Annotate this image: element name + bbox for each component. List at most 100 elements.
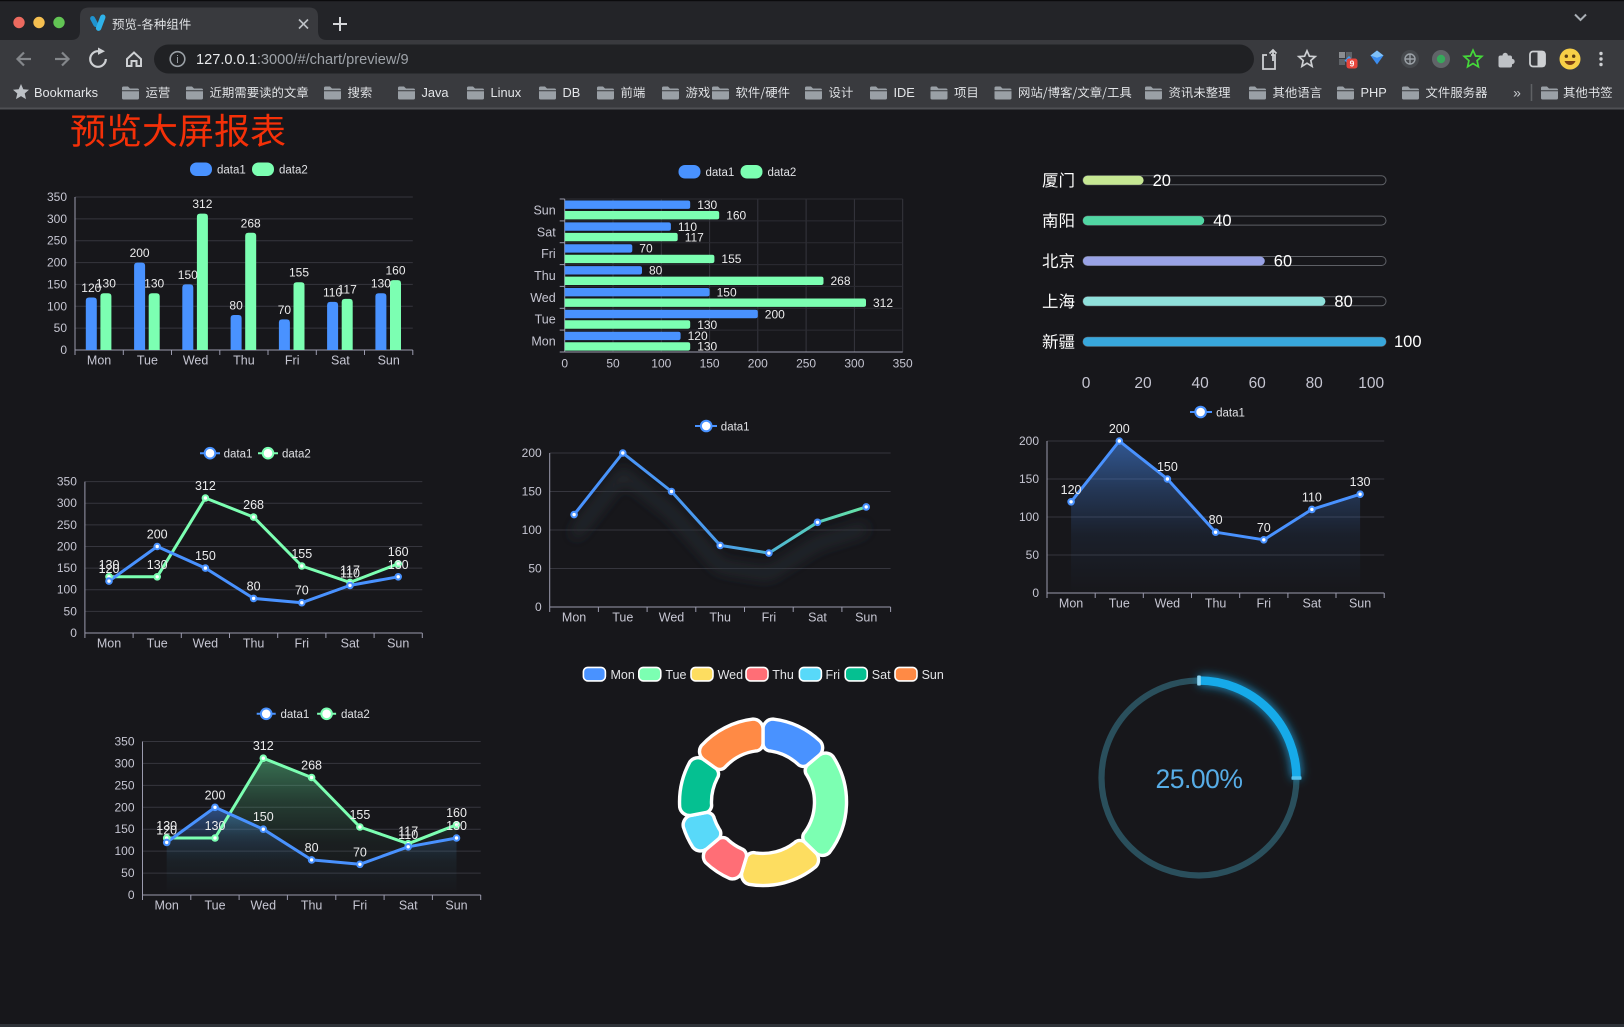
svg-text:155: 155 xyxy=(721,252,741,266)
svg-text:80: 80 xyxy=(305,841,319,855)
svg-text:312: 312 xyxy=(873,296,893,310)
svg-text:150: 150 xyxy=(717,286,737,300)
svg-text:70: 70 xyxy=(1257,521,1271,535)
svg-text:0: 0 xyxy=(60,343,67,357)
svg-text:117: 117 xyxy=(338,282,357,296)
svg-text:Fri: Fri xyxy=(285,354,300,368)
svg-text:110: 110 xyxy=(398,828,418,842)
svg-text:Thu: Thu xyxy=(301,899,323,913)
svg-text:Thu: Thu xyxy=(534,269,556,283)
svg-text:Sat: Sat xyxy=(872,668,891,682)
svg-text:50: 50 xyxy=(1026,548,1040,562)
svg-text:300: 300 xyxy=(844,357,864,371)
svg-text:80: 80 xyxy=(649,264,663,278)
svg-text:250: 250 xyxy=(57,518,77,532)
svg-text:data1: data1 xyxy=(706,167,735,179)
svg-text:130: 130 xyxy=(99,558,120,572)
svg-text:80: 80 xyxy=(247,579,261,593)
svg-text:Sat: Sat xyxy=(399,899,418,913)
svg-text:100: 100 xyxy=(57,583,77,597)
svg-text:Sat: Sat xyxy=(331,354,350,368)
svg-text:Thu: Thu xyxy=(709,611,731,625)
svg-text:117: 117 xyxy=(340,563,360,577)
svg-text:160: 160 xyxy=(388,545,409,559)
svg-text:300: 300 xyxy=(57,496,77,510)
svg-text:Mon: Mon xyxy=(531,335,555,349)
svg-text:200: 200 xyxy=(1109,422,1130,436)
svg-text:200: 200 xyxy=(130,246,150,260)
svg-text:0: 0 xyxy=(128,888,135,902)
svg-text:0: 0 xyxy=(70,626,77,640)
svg-text:Mon: Mon xyxy=(611,668,635,682)
svg-text:Tue: Tue xyxy=(535,313,556,327)
svg-text:110: 110 xyxy=(1302,490,1322,504)
svg-text:100: 100 xyxy=(47,299,67,313)
svg-text:Sun: Sun xyxy=(533,203,555,217)
svg-text:155: 155 xyxy=(349,808,370,822)
svg-text:130: 130 xyxy=(697,318,717,332)
svg-text:312: 312 xyxy=(192,197,212,211)
svg-text:100: 100 xyxy=(1019,510,1039,524)
svg-text:350: 350 xyxy=(114,735,134,749)
svg-text:Sat: Sat xyxy=(808,611,827,625)
svg-text:data1: data1 xyxy=(281,709,310,721)
svg-text:Tue: Tue xyxy=(204,899,225,913)
svg-text:312: 312 xyxy=(195,479,216,493)
svg-text:150: 150 xyxy=(1157,460,1178,474)
svg-text:268: 268 xyxy=(301,759,322,773)
svg-text:350: 350 xyxy=(47,190,67,204)
svg-text:268: 268 xyxy=(831,274,851,288)
svg-text:120: 120 xyxy=(156,823,177,837)
svg-text:200: 200 xyxy=(522,446,542,460)
svg-text:200: 200 xyxy=(765,307,785,321)
svg-text:130: 130 xyxy=(144,277,164,291)
svg-text:110: 110 xyxy=(323,285,342,299)
svg-text:200: 200 xyxy=(114,800,134,814)
svg-text:Fri: Fri xyxy=(541,247,556,261)
svg-text:Sun: Sun xyxy=(445,899,467,913)
svg-text:110: 110 xyxy=(340,566,360,580)
svg-text:Wed: Wed xyxy=(183,354,209,368)
svg-text:130: 130 xyxy=(1350,475,1371,489)
svg-text:50: 50 xyxy=(121,866,135,880)
svg-text:200: 200 xyxy=(47,256,67,270)
svg-text:150: 150 xyxy=(1019,472,1039,486)
svg-text:80: 80 xyxy=(1306,375,1324,392)
svg-text:268: 268 xyxy=(243,498,264,512)
svg-text:Tue: Tue xyxy=(665,668,686,682)
svg-text:80: 80 xyxy=(1209,513,1223,527)
svg-text:70: 70 xyxy=(295,584,309,598)
svg-text:Fri: Fri xyxy=(762,611,777,625)
svg-text:50: 50 xyxy=(528,562,542,576)
svg-text:130: 130 xyxy=(205,819,226,833)
svg-text:350: 350 xyxy=(57,475,77,489)
svg-text:Mon: Mon xyxy=(562,611,586,625)
svg-text:160: 160 xyxy=(726,209,746,223)
svg-text:100: 100 xyxy=(1358,375,1384,392)
svg-text:150: 150 xyxy=(700,357,720,371)
svg-text:Thu: Thu xyxy=(233,354,255,368)
svg-text:200: 200 xyxy=(748,357,768,371)
svg-text:350: 350 xyxy=(893,357,913,371)
svg-text:Mon: Mon xyxy=(155,899,179,913)
svg-text:117: 117 xyxy=(685,230,704,244)
svg-text:160: 160 xyxy=(385,264,405,278)
svg-text:40: 40 xyxy=(1191,375,1209,392)
svg-text:Sat: Sat xyxy=(341,637,360,651)
svg-text:130: 130 xyxy=(147,558,168,572)
svg-text:155: 155 xyxy=(291,547,312,561)
svg-text:200: 200 xyxy=(1019,434,1039,448)
svg-text:150: 150 xyxy=(253,810,274,824)
svg-text:200: 200 xyxy=(205,788,226,802)
svg-text:80: 80 xyxy=(1334,293,1352,311)
svg-text:120: 120 xyxy=(688,329,708,343)
svg-text:Mon: Mon xyxy=(97,637,121,651)
svg-text:Fri: Fri xyxy=(295,637,310,651)
svg-text:Tue: Tue xyxy=(1109,597,1130,611)
svg-text:data2: data2 xyxy=(282,448,311,460)
svg-text:312: 312 xyxy=(253,739,274,753)
svg-text:50: 50 xyxy=(54,321,68,335)
svg-text:Sun: Sun xyxy=(922,668,944,682)
svg-text:data1: data1 xyxy=(1216,407,1245,419)
svg-text:Fri: Fri xyxy=(826,668,841,682)
